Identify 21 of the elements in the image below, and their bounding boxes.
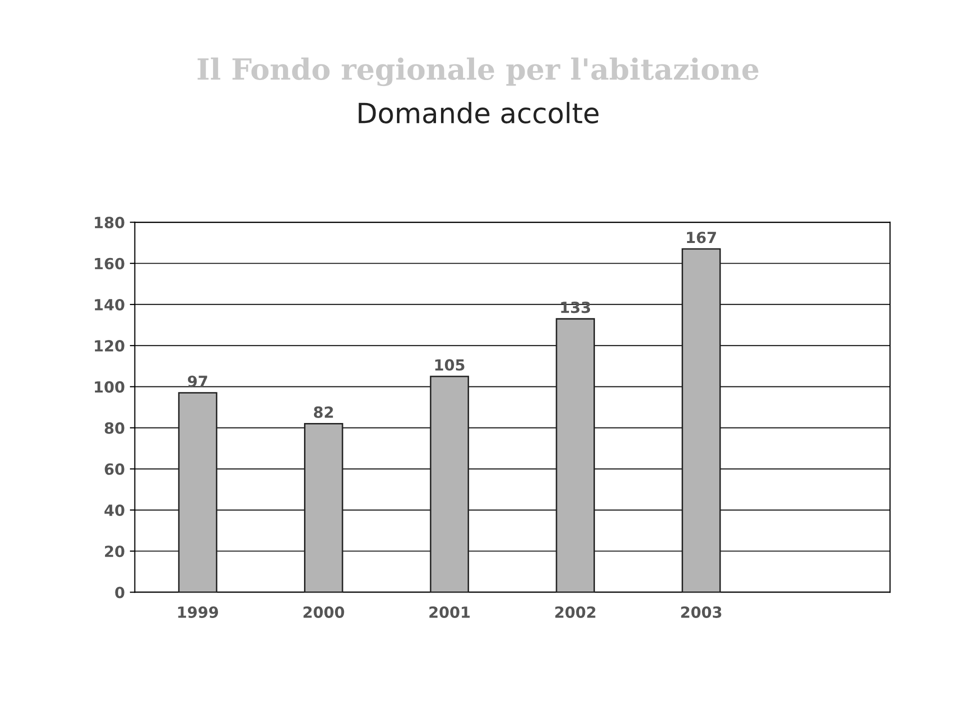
y-tick-label: 60 — [104, 463, 124, 475]
x-tick-label: 2003 — [681, 606, 722, 618]
y-tick-label: 80 — [104, 422, 124, 434]
x-tick-label: 1999 — [178, 606, 218, 618]
data-label: 133 — [561, 302, 590, 314]
y-tick-label: 120 — [94, 340, 124, 352]
x-tick-label: 2002 — [555, 606, 596, 618]
y-tick-label: 180 — [94, 216, 124, 228]
x-tick-label: 2000 — [304, 606, 344, 618]
data-label: 167 — [687, 232, 716, 244]
data-label: 82 — [314, 406, 333, 418]
data-label: 105 — [435, 359, 464, 371]
y-tick-label: 20 — [105, 546, 124, 558]
y-tick-label: 40 — [104, 504, 124, 516]
y-tick-label: 160 — [94, 258, 124, 270]
x-tick-label: 2001 — [429, 606, 470, 618]
chart-subtitle: Domande accolte — [358, 102, 598, 124]
data-label: 97 — [188, 376, 208, 388]
y-tick-label: 140 — [94, 298, 124, 311]
y-tick-label: 0 — [115, 586, 124, 598]
y-tick-label: 100 — [94, 381, 124, 393]
